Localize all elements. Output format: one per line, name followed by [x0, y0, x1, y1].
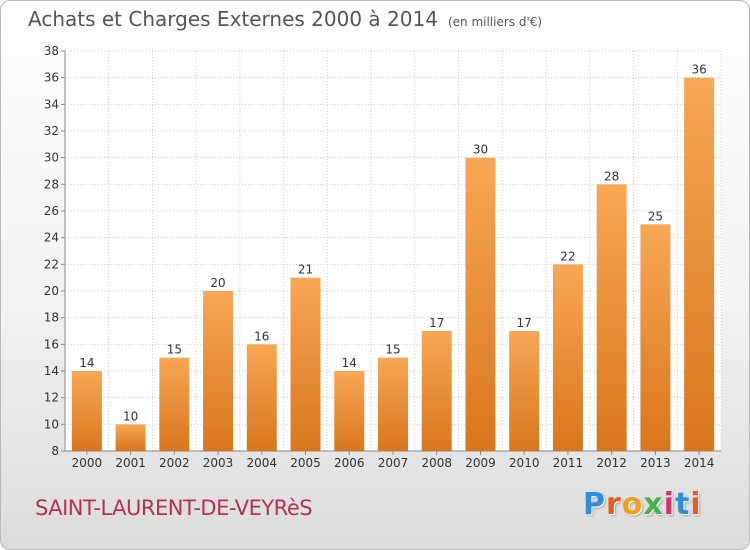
- data-label-2013: 25: [648, 209, 663, 223]
- data-label-2014: 36: [691, 63, 706, 77]
- chart-title: Achats et Charges Externes 2000 à 2014 (e…: [28, 7, 542, 31]
- data-label-2012: 28: [604, 169, 619, 183]
- bar-2003: [203, 291, 234, 451]
- chart-title-text: Achats et Charges Externes 2000 à 2014: [28, 7, 438, 31]
- data-label-2011: 22: [560, 249, 575, 263]
- x-tick-label-2002: 2002: [159, 456, 190, 470]
- x-tick-label-2013: 2013: [640, 456, 671, 470]
- data-label-2000: 14: [79, 356, 94, 370]
- data-label-2005: 21: [298, 263, 313, 277]
- y-tick-label: 26: [44, 204, 59, 218]
- logo-letter: t: [675, 487, 691, 522]
- y-tick-label: 10: [44, 417, 59, 431]
- y-tick-label: 28: [44, 177, 59, 191]
- y-tick-label: 30: [44, 151, 59, 165]
- chart-subtitle: (en milliers d'€): [447, 15, 543, 29]
- x-tick-label-2001: 2001: [115, 456, 146, 470]
- bar-2011: [552, 264, 583, 451]
- y-tick-label: 22: [44, 257, 59, 271]
- bar-2004: [246, 344, 277, 451]
- logo-letter: P: [583, 487, 606, 522]
- data-label-2003: 20: [210, 276, 225, 290]
- bar-2001: [115, 424, 146, 451]
- x-tick-label-2009: 2009: [465, 456, 496, 470]
- location-label: SAINT-LAURENT-DE-VEYRèS: [35, 496, 313, 520]
- x-tick-label-2012: 2012: [596, 456, 627, 470]
- bar-2002: [159, 357, 190, 451]
- bar-2009: [465, 157, 496, 451]
- logo-letter: r: [606, 487, 622, 522]
- data-label-2010: 17: [517, 316, 532, 330]
- data-label-2006: 14: [342, 356, 357, 370]
- y-tick-label: 20: [44, 284, 59, 298]
- x-tick-label-2008: 2008: [421, 456, 452, 470]
- data-label-2001: 10: [123, 409, 138, 423]
- bar-2014: [684, 77, 715, 452]
- x-tick-label-2010: 2010: [509, 456, 540, 470]
- y-tick-label: 32: [44, 124, 59, 138]
- y-tick-label: 14: [44, 364, 59, 378]
- y-tick-label: 36: [44, 71, 59, 85]
- data-label-2008: 17: [429, 316, 444, 330]
- y-tick-label: 8: [51, 444, 59, 458]
- proxiti-logo: Proxiti: [583, 487, 702, 522]
- bar-2000: [71, 371, 102, 451]
- data-label-2009: 30: [473, 143, 488, 157]
- bar-2005: [290, 277, 321, 451]
- logo-letter: i: [663, 487, 676, 522]
- y-tick-label: 24: [44, 231, 59, 245]
- bar-2010: [509, 331, 540, 451]
- x-tick-label-2014: 2014: [684, 456, 715, 470]
- y-tick-label: 38: [44, 44, 59, 58]
- x-tick-label-2006: 2006: [334, 456, 365, 470]
- bar-2006: [334, 371, 365, 451]
- logo-letter: i: [690, 487, 702, 522]
- x-tick-label-2000: 2000: [72, 456, 103, 470]
- data-label-2004: 16: [254, 329, 269, 343]
- x-tick-label-2003: 2003: [203, 456, 234, 470]
- bar-2007: [378, 357, 408, 451]
- x-tick-label-2004: 2004: [247, 456, 278, 470]
- bar-2012: [596, 184, 627, 452]
- bar-2013: [640, 224, 671, 451]
- logo-letter: x: [643, 487, 664, 522]
- y-tick-label: 34: [44, 97, 59, 111]
- x-tick-label-2005: 2005: [290, 456, 321, 470]
- y-tick-label: 12: [44, 391, 59, 405]
- logo-letter: o: [621, 487, 644, 522]
- data-label-2007: 15: [385, 343, 400, 357]
- data-label-2002: 15: [167, 343, 182, 357]
- bar-2008: [421, 331, 452, 451]
- x-tick-label-2011: 2011: [553, 456, 584, 470]
- y-tick-label: 18: [44, 311, 59, 325]
- y-tick-label: 16: [44, 337, 59, 351]
- x-tick-label-2007: 2007: [378, 456, 409, 470]
